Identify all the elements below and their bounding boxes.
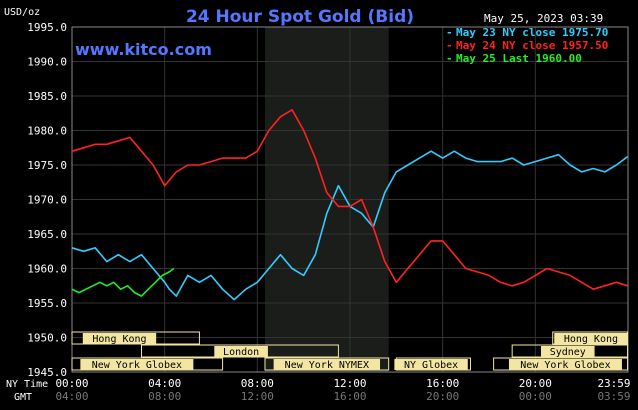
legend-marker: -	[446, 52, 453, 65]
legend-label: May 24 NY close 1957.50	[456, 39, 608, 52]
market-label-box	[540, 346, 595, 357]
market-label-box	[82, 333, 157, 344]
market-label-box	[80, 359, 194, 370]
series-line	[71, 109, 628, 291]
legend-marker: -	[446, 26, 453, 39]
x-tick-label-gmt: 12:00	[241, 390, 274, 403]
x-tick-label-ny: 23:59	[597, 377, 630, 390]
y-tick-label: 1945.0	[27, 366, 67, 379]
x-row-label-gmt: GMT	[14, 392, 32, 403]
market-label: New York NYMEX	[285, 360, 369, 371]
x-row-label-ny: NY Time	[6, 379, 48, 390]
x-tick-label-gmt: 03:59	[597, 390, 630, 403]
x-tick-label-ny: 08:00	[241, 377, 274, 390]
market-label: Hong Kong	[564, 334, 618, 345]
watermark: www.kitco.com	[75, 40, 212, 59]
legend-marker: -	[446, 39, 453, 52]
y-tick-label: 1955.0	[27, 297, 67, 310]
x-tick-label-gmt: 00:00	[519, 390, 552, 403]
plot-frame	[71, 26, 629, 373]
x-tick-label-ny: 16:00	[426, 377, 459, 390]
y-tick-label: 1975.0	[27, 159, 67, 172]
y-tick-label: 1950.0	[27, 332, 67, 345]
market-label: Sydney	[550, 347, 586, 358]
x-tick-label-gmt: 04:00	[55, 390, 88, 403]
chart-title: 24 Hour Spot Gold (Bid)	[186, 7, 414, 27]
y-tick-label: 1980.0	[27, 125, 67, 138]
x-tick-label-ny: 20:00	[519, 377, 552, 390]
x-tick-label-gmt: 08:00	[148, 390, 181, 403]
x-tick-label-ny: 00:00	[55, 377, 88, 390]
y-tick-label: 1990.0	[27, 56, 67, 69]
y-tick-label: 1995.0	[27, 21, 67, 34]
x-tick-label-ny: 04:00	[148, 377, 181, 390]
market-label: New York Globex	[520, 360, 610, 371]
market-label-box	[394, 359, 468, 370]
x-tick-label-ny: 12:00	[333, 377, 366, 390]
market-label: NY Globex	[404, 360, 458, 371]
timestamp: May 25, 2023 03:39	[484, 12, 603, 25]
market-label: London	[223, 347, 259, 358]
series-line	[71, 267, 175, 297]
market-label-box	[508, 359, 622, 370]
y-tick-label: 1965.0	[27, 228, 67, 241]
series-line	[71, 150, 628, 301]
market-label-box	[554, 333, 628, 344]
market-label: New York Globex	[92, 360, 182, 371]
legend-label: May 23 NY close 1975.70	[456, 26, 608, 39]
market-label-box	[214, 346, 268, 357]
y-tick-label: 1985.0	[27, 90, 67, 103]
y-tick-label: 1970.0	[27, 194, 67, 207]
y-tick-label: 1960.0	[27, 263, 67, 276]
market-label-box	[273, 359, 381, 370]
legend: - May 23 NY close 1975.70- May 24 NY close…	[446, 26, 608, 65]
x-tick-label-gmt: 16:00	[333, 390, 366, 403]
y-unit-label: USD/oz	[4, 7, 40, 18]
legend-label: May 25 Last 1960.00	[456, 52, 582, 65]
x-tick-label-gmt: 20:00	[426, 390, 459, 403]
market-label: Hong Kong	[92, 334, 146, 345]
